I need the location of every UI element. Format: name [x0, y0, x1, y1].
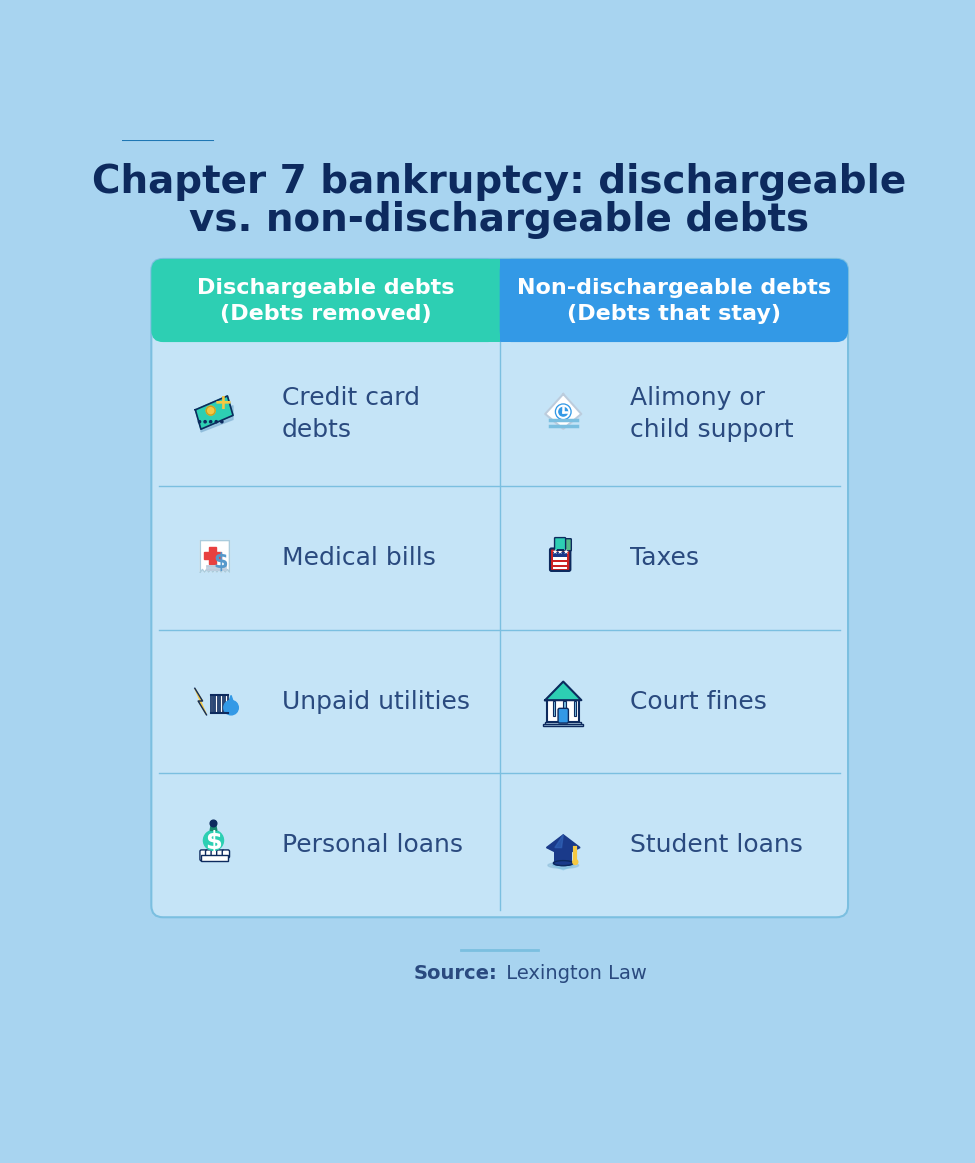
Bar	[553, 557, 567, 559]
FancyBboxPatch shape	[212, 850, 218, 861]
Text: Unpaid utilities: Unpaid utilities	[282, 690, 470, 714]
Circle shape	[572, 859, 578, 864]
FancyBboxPatch shape	[555, 537, 566, 551]
FancyBboxPatch shape	[222, 850, 229, 858]
Circle shape	[210, 421, 212, 423]
Text: Court fines: Court fines	[630, 690, 766, 714]
Bar	[547, 700, 579, 722]
Polygon shape	[211, 825, 216, 830]
Text: (Debts removed): (Debts removed)	[219, 305, 431, 324]
Polygon shape	[195, 688, 207, 715]
FancyBboxPatch shape	[200, 850, 208, 861]
Bar	[215, 694, 218, 713]
Text: Lexington Law: Lexington Law	[500, 964, 647, 983]
Text: Non-dischargeable debts: Non-dischargeable debts	[517, 278, 831, 298]
Bar	[499, 259, 515, 342]
Text: Dischargeable debts: Dischargeable debts	[197, 278, 454, 298]
Polygon shape	[195, 395, 233, 429]
Text: vs. non-dischargeable debts: vs. non-dischargeable debts	[189, 201, 809, 240]
Bar	[545, 722, 581, 725]
Circle shape	[211, 820, 216, 827]
Text: Personal loans: Personal loans	[282, 834, 462, 857]
Text: (Debts that stay): (Debts that stay)	[566, 305, 781, 324]
Text: Taxes: Taxes	[630, 545, 699, 570]
Text: ★: ★	[552, 549, 558, 556]
FancyBboxPatch shape	[151, 259, 848, 918]
Text: $: $	[214, 552, 228, 572]
Bar	[553, 701, 555, 716]
Bar	[225, 694, 228, 713]
Text: $: $	[205, 829, 222, 854]
Polygon shape	[555, 835, 564, 848]
Text: Student loans: Student loans	[630, 834, 802, 857]
FancyBboxPatch shape	[499, 259, 848, 342]
Bar	[220, 694, 223, 713]
Text: ★: ★	[563, 549, 568, 556]
Bar	[555, 848, 572, 863]
Bar	[553, 551, 567, 557]
Polygon shape	[210, 548, 216, 564]
Bar	[557, 549, 564, 550]
Polygon shape	[201, 406, 233, 431]
FancyBboxPatch shape	[151, 259, 499, 342]
Text: ★: ★	[557, 549, 564, 556]
Circle shape	[224, 700, 238, 715]
Polygon shape	[201, 541, 229, 572]
Circle shape	[556, 404, 571, 420]
Circle shape	[199, 421, 201, 423]
FancyBboxPatch shape	[550, 549, 570, 571]
Polygon shape	[205, 552, 221, 559]
Bar	[202, 855, 228, 861]
Bar	[564, 701, 566, 716]
Bar	[553, 562, 567, 564]
Circle shape	[215, 421, 217, 423]
Bar	[553, 568, 567, 570]
Text: Source:: Source:	[413, 964, 497, 983]
FancyBboxPatch shape	[561, 538, 571, 551]
FancyBboxPatch shape	[558, 708, 568, 723]
Ellipse shape	[554, 861, 573, 865]
Ellipse shape	[548, 862, 578, 869]
Text: Alimony or
child support: Alimony or child support	[630, 386, 794, 442]
Text: Medical bills: Medical bills	[282, 545, 436, 570]
Bar	[574, 701, 576, 716]
Polygon shape	[545, 682, 581, 700]
Polygon shape	[228, 695, 234, 704]
Circle shape	[204, 421, 207, 423]
Bar	[485, 259, 499, 342]
Bar	[553, 552, 567, 555]
Polygon shape	[547, 835, 580, 856]
Circle shape	[204, 830, 223, 850]
Text: Credit card
debts: Credit card debts	[282, 386, 419, 442]
Text: Chapter 7 bankruptcy: dischargeable: Chapter 7 bankruptcy: dischargeable	[93, 163, 907, 201]
Bar	[543, 723, 583, 726]
Circle shape	[220, 421, 223, 423]
Polygon shape	[545, 394, 581, 429]
FancyBboxPatch shape	[216, 850, 224, 861]
Circle shape	[207, 406, 215, 415]
Bar	[211, 694, 214, 713]
Text: +: +	[214, 393, 232, 413]
FancyBboxPatch shape	[206, 850, 213, 861]
Polygon shape	[552, 861, 574, 870]
